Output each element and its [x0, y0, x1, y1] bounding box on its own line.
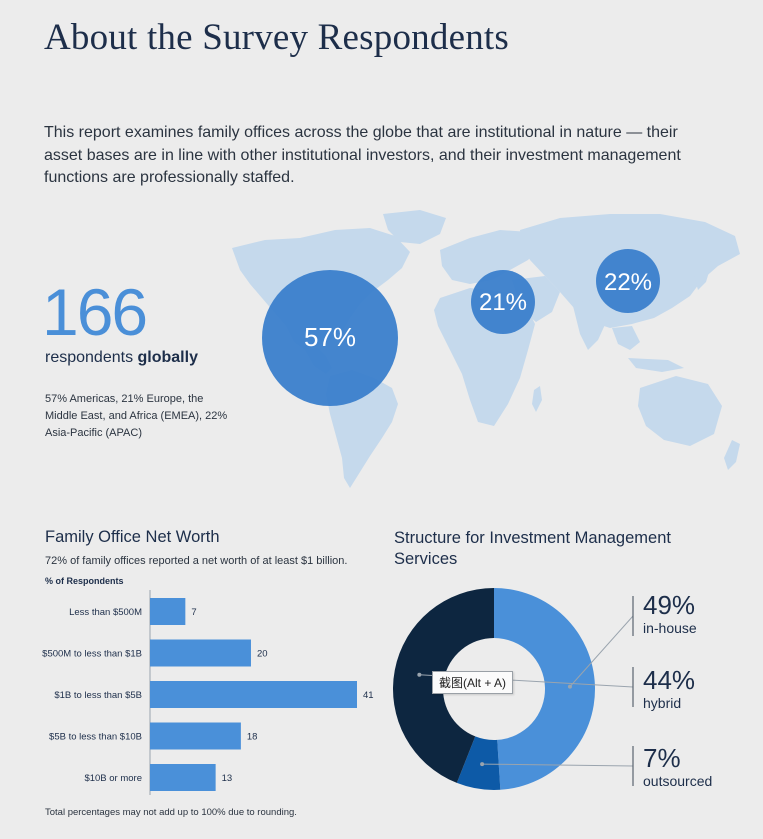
bar [150, 764, 216, 791]
page-title: About the Survey Respondents [44, 17, 509, 58]
region-breakdown: 57% Americas, 21% Europe, the Middle Eas… [45, 393, 228, 439]
screenshot-tooltip: 截图(Alt + A) [432, 671, 514, 694]
legend-outsourced: 7% outsourced [643, 743, 712, 789]
bar [150, 639, 251, 667]
structure-donut-chart [393, 588, 634, 790]
bar-category-label: $1B to less than $5B [54, 690, 142, 701]
region-bubbles: 57% 21% 22% [262, 249, 660, 406]
bar-category-label: $5B to less than $10B [49, 732, 142, 743]
structure-title: Structure for Investment Management Serv… [394, 529, 671, 568]
legend-outsourced-pct: 7% [643, 743, 681, 773]
donut-slice-outsourced [456, 736, 501, 790]
bar-value-label: 20 [257, 649, 268, 660]
legend-inhouse-pct: 49% [643, 590, 696, 620]
respondents-label: respondents globally [45, 349, 198, 367]
respondents-label-bold: globally [137, 349, 198, 366]
bubble-label-apac: 22% [604, 269, 652, 296]
donut-slice-hybrid [393, 588, 494, 783]
bubble-apac [596, 249, 660, 313]
world-map: 57% 21% 22% [232, 210, 740, 488]
leader-line [569, 615, 634, 687]
net-worth-bar-chart: Less than $500M 7 $500M to less than $1B 20… [42, 590, 374, 795]
legend-hybrid-pct: 44% [643, 665, 696, 695]
legend-inhouse: 49% in-house [643, 590, 697, 636]
intro-paragraph: This report examines family offices acro… [44, 124, 681, 186]
bubble-label-americas: 57% [304, 322, 356, 352]
bar [150, 722, 241, 750]
net-worth-subtitle: 72% of family offices reported a net wor… [45, 555, 348, 567]
bar-value-label: 13 [222, 773, 233, 784]
bar-category-label: Less than $500M [69, 607, 142, 618]
bar-value-label: 7 [191, 607, 196, 618]
bar [150, 598, 186, 625]
bubble-label-emea: 21% [479, 289, 527, 316]
bar-series: Less than $500M 7 $500M to less than $1B 20… [42, 590, 374, 795]
legend-outsourced-label: outsourced [643, 773, 713, 789]
legend-hybrid-label: hybrid [643, 695, 682, 711]
bar-category-label: $10B or more [84, 773, 142, 784]
bar [150, 681, 357, 708]
leader-dot [417, 672, 422, 677]
bar-category-label: $500M to less than $1B [42, 649, 142, 660]
legend-hybrid: 44% hybrid [643, 665, 695, 711]
net-worth-footnote: Total percentages may not add up to 100%… [45, 807, 297, 818]
bar-value-label: 18 [247, 732, 258, 743]
leader-line [482, 763, 634, 767]
net-worth-title: Family Office Net Worth [45, 528, 220, 546]
leader-dot [480, 762, 485, 767]
bubble-americas [262, 270, 398, 406]
bar-value-label: 41 [363, 690, 374, 701]
legend-inhouse-label: in-house [643, 620, 697, 636]
net-worth-axis-label: % of Respondents [45, 576, 124, 586]
bubble-emea [471, 270, 535, 334]
respondents-label-prefix: respondents [45, 349, 138, 366]
donut-slices [393, 588, 596, 790]
donut-slice-in-house [494, 588, 596, 790]
respondent-count: 166 [42, 275, 148, 349]
